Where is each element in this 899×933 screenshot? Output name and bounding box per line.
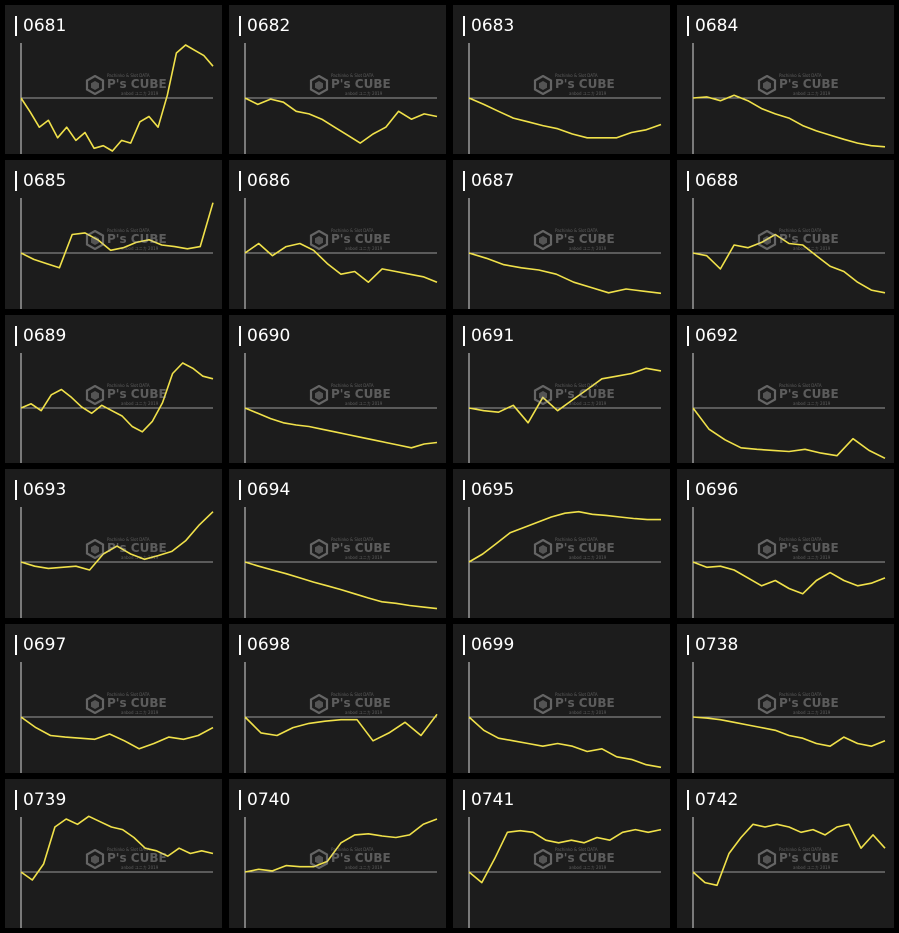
- series-line: [244, 407, 438, 449]
- series-line: [20, 716, 214, 750]
- series-line: [692, 94, 886, 148]
- chart-panel: 0694 Pachinko & Slot DATA P's CUBE anbod ユニ…: [229, 469, 446, 618]
- chart-svg: [244, 43, 438, 154]
- chart-title: 0685: [15, 171, 66, 191]
- series-line: [244, 97, 438, 144]
- chart-title: 0740: [239, 790, 290, 810]
- chart-svg: [468, 662, 662, 773]
- chart-svg: [692, 507, 886, 618]
- chart-panel: 0689 Pachinko & Slot DATA P's CUBE anbod ユニ…: [5, 315, 222, 463]
- chart-title: 0695: [463, 480, 514, 500]
- series-line: [244, 561, 438, 610]
- chart-panel: 0683 Pachinko & Slot DATA P's CUBE anbod ユニ…: [453, 5, 670, 154]
- chart-title: 0689: [15, 326, 66, 346]
- chart-svg: [20, 43, 214, 154]
- series-line: [692, 561, 886, 595]
- chart-title: 0687: [463, 171, 514, 191]
- chart-panel: 0688 Pachinko & Slot DATA P's CUBE anbod ユニ…: [677, 160, 894, 309]
- chart-svg: [692, 817, 886, 928]
- chart-svg: [692, 198, 886, 309]
- chart-svg: [468, 198, 662, 309]
- chart-panel: 0695 Pachinko & Slot DATA P's CUBE anbod ユニ…: [453, 469, 670, 618]
- chart-svg: [244, 198, 438, 309]
- chart-panel: 0740 Pachinko & Slot DATA P's CUBE anbod ユニ…: [229, 779, 446, 928]
- chart-panel: 0738 Pachinko & Slot DATA P's CUBE anbod ユニ…: [677, 624, 894, 773]
- series-line: [244, 818, 438, 873]
- series-line: [20, 202, 214, 269]
- chart-panel: 0682 Pachinko & Slot DATA P's CUBE anbod ユニ…: [229, 5, 446, 154]
- chart-panel: 0681 Pachinko & Slot DATA P's CUBE anbod ユニ…: [5, 5, 222, 154]
- chart-title: 0692: [687, 326, 738, 346]
- series-line: [468, 97, 662, 139]
- series-line: [692, 407, 886, 460]
- chart-svg: [20, 507, 214, 618]
- chart-title: 0684: [687, 16, 738, 36]
- chart-panel: 0692 Pachinko & Slot DATA P's CUBE anbod ユニ…: [677, 315, 894, 463]
- series-line: [20, 362, 214, 433]
- chart-panel: 0685 Pachinko & Slot DATA P's CUBE anbod ユニ…: [5, 160, 222, 309]
- chart-panel: 0693 Pachinko & Slot DATA P's CUBE anbod ユニ…: [5, 469, 222, 618]
- series-line: [468, 252, 662, 295]
- series-line: [468, 716, 662, 769]
- chart-svg: [20, 353, 214, 463]
- series-line: [468, 828, 662, 884]
- chart-panel: 0687 Pachinko & Slot DATA P's CUBE anbod ユニ…: [453, 160, 670, 309]
- chart-title: 0741: [463, 790, 514, 810]
- chart-title: 0698: [239, 635, 290, 655]
- chart-title: 0696: [687, 480, 738, 500]
- chart-title: 0738: [687, 635, 738, 655]
- chart-title: 0693: [15, 480, 66, 500]
- chart-title: 0694: [239, 480, 290, 500]
- chart-svg: [468, 507, 661, 618]
- series-line: [20, 815, 214, 881]
- series-line: [692, 823, 886, 887]
- chart-title: 0691: [463, 326, 514, 346]
- chart-panel: 0696 Pachinko & Slot DATA P's CUBE anbod ユニ…: [677, 469, 894, 618]
- series-line: [692, 233, 886, 294]
- chart-panel: 0686 Pachinko & Slot DATA P's CUBE anbod ユニ…: [229, 160, 446, 309]
- chart-title: 0699: [463, 635, 514, 655]
- series-line: [244, 242, 438, 283]
- chart-svg: [468, 43, 662, 154]
- chart-title: 0688: [687, 171, 738, 191]
- chart-panel: 0698 Pachinko & Slot DATA P's CUBE anbod ユニ…: [229, 624, 446, 773]
- chart-title: 0690: [239, 326, 290, 346]
- chart-title: 0681: [15, 16, 66, 36]
- chart-title: 0686: [239, 171, 290, 191]
- chart-panel: 0742 Pachinko & Slot DATA P's CUBE anbod ユニ…: [677, 779, 894, 928]
- chart-svg: [244, 507, 438, 618]
- chart-svg: [244, 817, 438, 928]
- chart-svg: [692, 353, 886, 463]
- chart-panel: 0684 Pachinko & Slot DATA P's CUBE anbod ユニ…: [677, 5, 894, 154]
- chart-panel: 0690 Pachinko & Slot DATA P's CUBE anbod ユニ…: [229, 315, 446, 463]
- chart-svg: [692, 662, 886, 773]
- chart-title: 0739: [15, 790, 66, 810]
- chart-svg: [20, 815, 214, 928]
- chart-svg: [20, 198, 214, 309]
- chart-title: 0683: [463, 16, 514, 36]
- chart-svg: [468, 353, 662, 463]
- series-line: [692, 716, 886, 747]
- chart-title: 0682: [239, 16, 290, 36]
- chart-svg: [468, 817, 662, 928]
- series-line: [244, 713, 438, 742]
- series-line: [468, 510, 661, 563]
- chart-svg: [692, 43, 886, 154]
- chart-title: 0697: [15, 635, 66, 655]
- chart-title: 0742: [687, 790, 738, 810]
- chart-panel: 0699 Pachinko & Slot DATA P's CUBE anbod ユニ…: [453, 624, 670, 773]
- chart-svg: [20, 662, 214, 773]
- series-line: [468, 367, 662, 424]
- chart-panel: 0741 Pachinko & Slot DATA P's CUBE anbod ユニ…: [453, 779, 670, 928]
- series-line: [20, 511, 214, 571]
- chart-panel: 0691 Pachinko & Slot DATA P's CUBE anbod ユニ…: [453, 315, 670, 463]
- chart-panel: 0697 Pachinko & Slot DATA P's CUBE anbod ユニ…: [5, 624, 222, 773]
- series-line: [20, 44, 214, 152]
- chart-panel: 0739 Pachinko & Slot DATA P's CUBE anbod ユニ…: [5, 779, 222, 928]
- chart-svg: [244, 353, 438, 463]
- chart-svg: [244, 662, 438, 773]
